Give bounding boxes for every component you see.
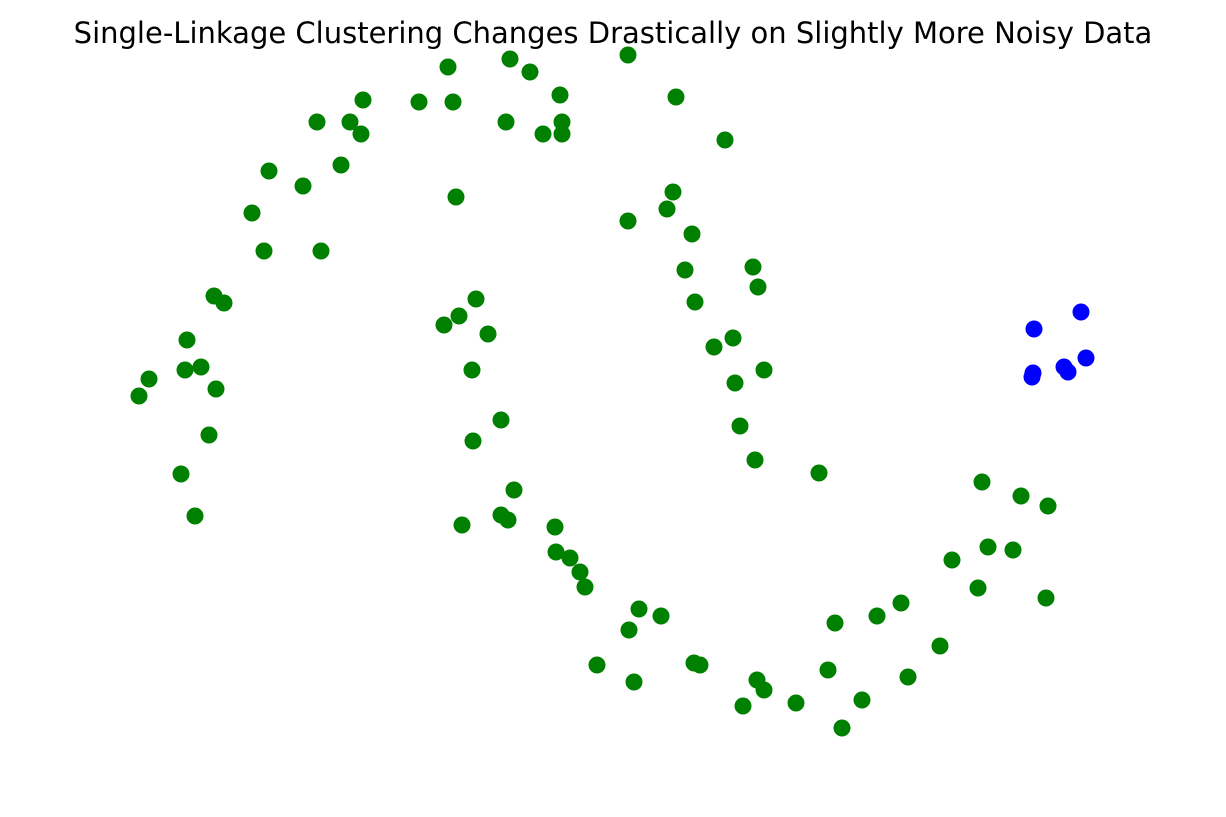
scatter-point-green [652, 607, 670, 625]
scatter-point-green [553, 125, 571, 143]
scatter-point-green [308, 113, 326, 131]
scatter-point-green [1012, 487, 1030, 505]
scatter-point-green [630, 600, 648, 618]
scatter-point-green [943, 551, 961, 569]
scatter-point-green [979, 538, 997, 556]
scatter-point-green [294, 177, 312, 195]
scatter-point-green [726, 374, 744, 392]
scatter-point-green [833, 719, 851, 737]
scatter-point-green [192, 358, 210, 376]
scatter-point-green [1039, 497, 1057, 515]
scatter-point-green [931, 637, 949, 655]
scatter-point-green [1037, 589, 1055, 607]
scatter-point-green [576, 578, 594, 596]
scatter-point-green [521, 63, 539, 81]
scatter-point-green [787, 694, 805, 712]
scatter-point-green [1004, 541, 1022, 559]
scatter-point-green [255, 242, 273, 260]
scatter-point-green [619, 212, 637, 230]
scatter-point-green [312, 242, 330, 260]
scatter-point-green [826, 614, 844, 632]
scatter-point-green [588, 656, 606, 674]
scatter-point-green [447, 188, 465, 206]
scatter-point-green [691, 656, 709, 674]
scatter-point-green [130, 387, 148, 405]
scatter-point-green [571, 563, 589, 581]
scatter-point-green [658, 200, 676, 218]
scatter-point-green [444, 93, 462, 111]
scatter-point-green [746, 451, 764, 469]
scatter-point-green [734, 697, 752, 715]
scatter-point-green [749, 278, 767, 296]
scatter-point-green [686, 293, 704, 311]
scatter-point-green [200, 426, 218, 444]
scatter-point-green [561, 549, 579, 567]
scatter-point-green [810, 464, 828, 482]
scatter-point-green [260, 162, 278, 180]
scatter-point-blue [1059, 363, 1077, 381]
scatter-point-green [501, 50, 519, 68]
scatter-point-green [341, 113, 359, 131]
scatter-point-green [731, 417, 749, 435]
scatter-point-green [479, 325, 497, 343]
scatter-point-green [450, 307, 468, 325]
scatter-point-green [492, 411, 510, 429]
scatter-point-green [178, 331, 196, 349]
scatter-point-green [724, 329, 742, 347]
scatter-point-green [176, 361, 194, 379]
scatter-point-green [716, 131, 734, 149]
scatter-point-green [667, 88, 685, 106]
scatter-point-green [744, 258, 762, 276]
scatter-point-green [868, 607, 886, 625]
scatter-point-green [453, 516, 471, 534]
scatter-point-green [973, 473, 991, 491]
scatter-point-green [140, 370, 158, 388]
scatter-point-green [969, 579, 987, 597]
scatter-point-green [172, 465, 190, 483]
scatter-point-green [546, 518, 564, 536]
chart-title: Single-Linkage Clustering Changes Drasti… [74, 16, 1153, 50]
scatter-point-green [243, 204, 261, 222]
scatter-point-green [354, 91, 372, 109]
scatter-point-green [464, 432, 482, 450]
scatter-point-green [676, 261, 694, 279]
scatter-point-green [215, 294, 233, 312]
scatter-point-green [534, 125, 552, 143]
scatter-point-blue [1077, 349, 1095, 367]
scatter-point-green [619, 46, 637, 64]
scatter-point-green [497, 113, 515, 131]
scatter-point-green [551, 86, 569, 104]
scatter-point-green [435, 316, 453, 334]
scatter-point-green [332, 156, 350, 174]
scatter-point-green [620, 621, 638, 639]
scatter-point-green [553, 113, 571, 131]
scatter-point-green [853, 691, 871, 709]
scatter-point-green [439, 58, 457, 76]
scatter-point-green [352, 125, 370, 143]
scatter-point-green [755, 361, 773, 379]
scatter-point-green [505, 481, 523, 499]
scatter-point-green [683, 225, 701, 243]
scatter-point-green [664, 183, 682, 201]
plot-area [130, 46, 1095, 737]
scatter-point-green [819, 661, 837, 679]
scatter-point-green [467, 290, 485, 308]
scatter-point-green [186, 507, 204, 525]
scatter-point-blue [1072, 303, 1090, 321]
scatter-point-green [899, 668, 917, 686]
scatter-point-green [625, 673, 643, 691]
scatter-point-blue [1023, 368, 1041, 386]
scatter-point-green [892, 594, 910, 612]
scatter-point-green [207, 380, 225, 398]
scatter-point-green [499, 511, 517, 529]
scatter-point-green [463, 361, 481, 379]
scatter-point-green [547, 543, 565, 561]
scatter-point-green [705, 338, 723, 356]
scatter-point-blue [1025, 320, 1043, 338]
scatter-point-green [410, 93, 428, 111]
scatter-point-green [755, 681, 773, 699]
